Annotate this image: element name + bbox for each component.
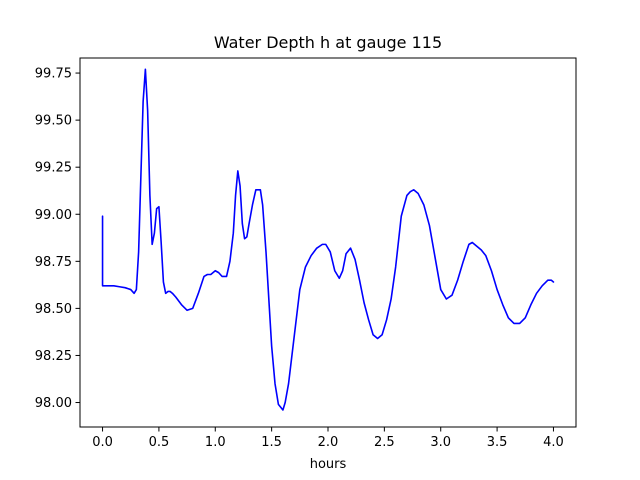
x-tick-label: 0.0 [92, 435, 113, 450]
y-tick-label: 99.25 [35, 161, 72, 176]
x-tick-label: 4.0 [543, 435, 564, 450]
chart-title: Water Depth h at gauge 115 [214, 33, 442, 52]
x-tick-label: 1.5 [261, 435, 282, 450]
x-tick-label: 0.5 [149, 435, 170, 450]
plot-area: 0.0 0.5 1.0 1.5 2.0 2.5 3.0 3.5 4.0 98.00 98.25 98.… [35, 57, 577, 450]
y-tick-label: 99.75 [35, 67, 72, 82]
x-tick-label: 3.5 [487, 435, 508, 450]
x-axis-label: hours [310, 457, 347, 472]
y-tick-label: 99.50 [35, 114, 72, 129]
y-tick-label: 98.75 [35, 255, 72, 270]
y-tick-label: 98.25 [35, 349, 72, 364]
series-line-0 [101, 68, 555, 411]
x-tick-label: 1.0 [205, 435, 226, 450]
y-tick-label: 98.50 [35, 302, 72, 317]
plot-frame [79, 57, 577, 428]
x-tick-label: 2.5 [374, 435, 395, 450]
x-tick-label: 2.0 [318, 435, 339, 450]
y-tick-label: 99.00 [35, 208, 72, 223]
x-tick-label: 3.0 [430, 435, 451, 450]
y-tick-label: 98.00 [35, 396, 72, 411]
